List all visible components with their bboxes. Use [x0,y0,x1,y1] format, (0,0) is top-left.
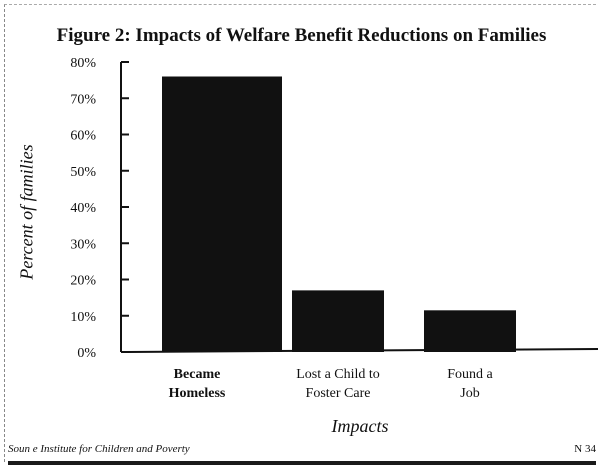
category-label-0: Became Homeless [169,367,226,401]
bar-1 [292,290,384,352]
y-tick-label-2: 20% [70,274,96,289]
bar-0 [162,76,282,352]
page-number: N 34 [574,443,596,455]
category-label-2-line-1: Job [460,386,479,401]
y-tick-label-8: 80% [70,56,96,71]
y-tick-label-7: 70% [70,92,96,107]
category-label-1-line-0: Lost a Child to [296,367,380,382]
y-tick-label-6: 60% [70,129,96,144]
x-axis-label: Impacts [331,416,389,436]
source-note: Soun e Institute for Children and Povert… [8,443,190,455]
y-tick-label-3: 30% [70,237,96,252]
chart-frame [4,4,596,462]
category-label-2: Found a Job [447,367,493,401]
bottom-rule [8,461,596,465]
category-label-0-line-1: Homeless [169,386,226,401]
bar-2 [424,310,516,352]
category-label-0-line-0: Became [174,367,221,382]
y-tick-label-4: 40% [70,201,96,216]
y-tick-label-0: 0% [77,346,96,361]
category-label-1: Lost a Child to Foster Care [296,367,380,401]
category-label-1-line-1: Foster Care [306,386,371,401]
chart-title: Figure 2: Impacts of Welfare Benefit Red… [56,25,547,46]
y-tick-label-5: 50% [70,165,96,180]
category-label-2-line-0: Found a [447,367,493,382]
y-tick-label-1: 10% [70,310,96,325]
